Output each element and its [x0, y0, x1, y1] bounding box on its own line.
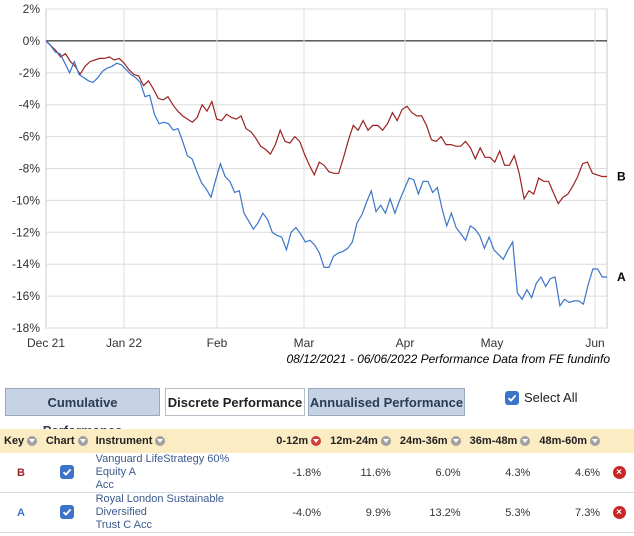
instrument-link[interactable]: Royal London Sustainable Diversified Tru… — [91, 492, 259, 533]
sort-icon[interactable] — [77, 436, 88, 447]
performance-chart: 2% 0% -2% -4% -6% -8% -10% -12% -14% -16% -18% Dec … — [12, 2, 626, 350]
value-0-12m: -4.0% — [258, 492, 326, 533]
y-tick-label: -6% — [19, 130, 41, 144]
sort-icon[interactable] — [520, 436, 531, 447]
chart-caption: 08/12/2021 - 06/06/2022 Performance Data… — [286, 352, 610, 366]
chart-checkbox[interactable] — [59, 465, 74, 479]
y-tick-label: 0% — [23, 34, 41, 48]
sort-icon[interactable] — [450, 436, 461, 447]
y-tick-label: -12% — [12, 225, 40, 239]
value-12m-24m: 9.9% — [325, 492, 395, 533]
sort-icon[interactable] — [155, 436, 166, 447]
value-48m-60m: 7.3% — [534, 492, 605, 533]
instrument-link[interactable]: Vanguard LifeStrategy 60% Equity A Acc — [91, 453, 259, 493]
table-row: A Royal London Sustainable Diversified T… — [0, 492, 634, 533]
y-tick-label: -16% — [12, 289, 40, 303]
col-12m-24m-header[interactable]: 12m-24m — [325, 429, 395, 453]
x-tick-label: Mar — [294, 336, 315, 350]
value-24m-36m: 6.0% — [394, 453, 465, 493]
y-tick-label: -18% — [12, 321, 40, 335]
x-tick-label: May — [481, 336, 504, 350]
tab-discrete-performance[interactable]: Discrete Performance — [165, 388, 305, 416]
instrument-name-line2: Trust C Acc — [95, 519, 153, 531]
value-24m-36m: 13.2% — [394, 492, 465, 533]
sort-icon[interactable] — [590, 436, 601, 447]
y-tick-label: -2% — [19, 66, 41, 80]
instrument-name-line1: Vanguard LifeStrategy 60% Equity A — [95, 453, 230, 478]
x-tick-label: Feb — [207, 336, 228, 350]
select-all-label: Select All — [524, 390, 578, 405]
col-remove-header — [604, 429, 634, 453]
instrument-name-line2: Acc — [95, 479, 114, 491]
x-tick-label: Apr — [396, 336, 415, 350]
y-tick-label: 2% — [23, 2, 41, 16]
value-48m-60m: 4.6% — [534, 453, 605, 493]
col-0-12m-header[interactable]: 0-12m — [258, 429, 326, 453]
select-all-checkbox[interactable] — [505, 390, 519, 405]
row-key: B — [0, 453, 42, 493]
row-chart-toggle[interactable] — [41, 453, 92, 493]
table-row: B Vanguard LifeStrategy 60% Equity A Acc… — [0, 453, 634, 493]
x-tick-label: Jan 22 — [106, 336, 142, 350]
series-end-label: A — [617, 270, 626, 284]
performance-table: Key Chart Instrument 0-12m 12m-24m 24m-3… — [0, 429, 634, 533]
value-12m-24m: 11.6% — [325, 453, 395, 493]
performance-chart-svg: 2% 0% -2% -4% -6% -8% -10% -12% -14% -16% -18%Dec … — [12, 2, 626, 350]
y-tick-label: -4% — [19, 98, 41, 112]
select-all-toggle[interactable]: Select All — [505, 390, 577, 405]
series-end-label: B — [617, 169, 626, 183]
y-tick-label: -8% — [19, 162, 41, 176]
y-tick-label: -10% — [12, 193, 40, 207]
col-chart-header[interactable]: Chart — [41, 429, 92, 453]
sort-icon[interactable] — [27, 436, 38, 447]
value-36m-48m: 5.3% — [464, 492, 535, 533]
y-tick-label: -14% — [12, 257, 40, 271]
table-header-row: Key Chart Instrument 0-12m 12m-24m 24m-3… — [0, 429, 634, 453]
tab-annualised-performance[interactable]: Annualised Performance — [308, 388, 465, 416]
row-key: A — [0, 492, 42, 533]
remove-icon[interactable]: × — [612, 466, 626, 480]
tab-cumulative-performance[interactable]: Cumulative Performance — [5, 388, 160, 438]
series-line-b — [45, 40, 607, 205]
series-line-a — [45, 40, 607, 308]
row-chart-toggle[interactable] — [41, 492, 92, 533]
col-24m-36m-header[interactable]: 24m-36m — [394, 429, 465, 453]
sort-icon[interactable] — [380, 436, 391, 447]
x-tick-label: Dec 21 — [27, 336, 65, 350]
x-tick-label: Jun — [585, 336, 604, 350]
sort-active-icon[interactable] — [311, 436, 322, 447]
col-instrument-header[interactable]: Instrument — [91, 429, 259, 453]
value-36m-48m: 4.3% — [464, 453, 535, 493]
remove-icon[interactable]: × — [612, 506, 626, 520]
chart-checkbox[interactable] — [59, 505, 74, 519]
col-key-header[interactable]: Key — [0, 429, 42, 453]
instrument-name-line1: Royal London Sustainable Diversified — [95, 493, 225, 518]
col-36m-48m-header[interactable]: 36m-48m — [464, 429, 535, 453]
value-0-12m: -1.8% — [258, 453, 326, 493]
col-48m-60m-header[interactable]: 48m-60m — [534, 429, 605, 453]
